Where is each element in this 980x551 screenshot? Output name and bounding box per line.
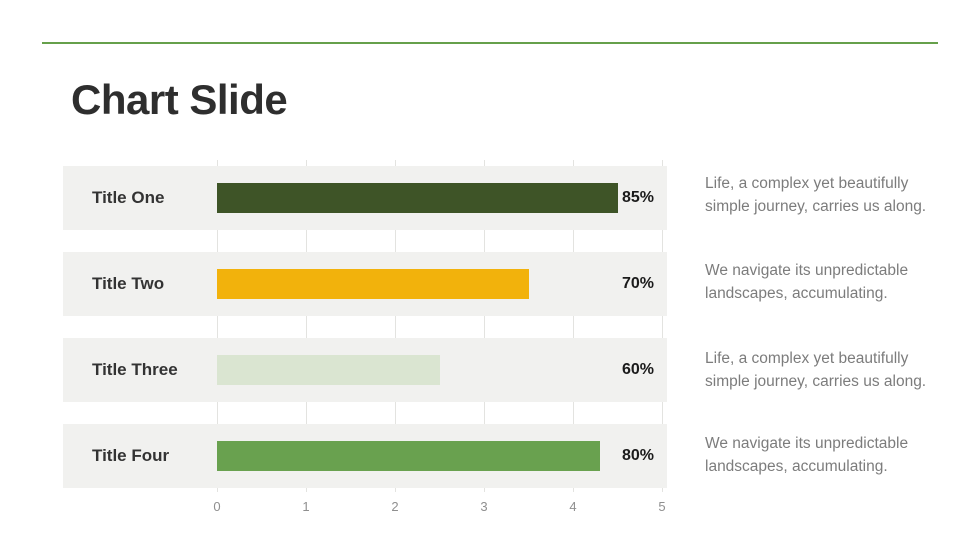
gridline-2	[395, 160, 396, 492]
bar-title-three	[217, 355, 440, 385]
chart-row-title-two: Title Two 70%	[63, 252, 667, 316]
bar-title-two	[217, 269, 529, 299]
axis-tick-label: 0	[213, 499, 221, 514]
axis-tick-label: 1	[302, 499, 310, 514]
gridline-3	[484, 160, 485, 492]
axis-tick-label: 5	[658, 499, 666, 514]
row-label: Title Two	[92, 274, 165, 293]
chart-row-title-one: Title One 85%	[63, 166, 667, 230]
data-label: 70%	[621, 275, 654, 292]
bar-track	[217, 183, 662, 213]
bar-track	[217, 269, 662, 299]
data-label: 80%	[621, 447, 654, 464]
gridline-5	[662, 160, 663, 492]
bar-title-four	[217, 441, 600, 471]
row-description: We navigate its unpredictable landscapes…	[705, 435, 909, 475]
row-label: Title Three	[92, 360, 178, 379]
gridline-1	[306, 160, 307, 492]
data-label: 85%	[621, 189, 654, 206]
bar-title-one	[217, 183, 618, 213]
row-description: We navigate its unpredictable landscapes…	[705, 262, 909, 302]
chart-row-title-three: Title Three 60%	[63, 338, 667, 402]
slide-title: Chart Slide	[71, 76, 288, 123]
bar-track	[217, 355, 662, 385]
axis-tick-label: 3	[480, 499, 488, 514]
gridline-4	[573, 160, 574, 492]
gridline-0	[217, 160, 218, 492]
row-label: Title One	[92, 188, 165, 207]
axis-tick-label: 4	[569, 499, 577, 514]
bar-track	[217, 441, 662, 471]
row-label: Title Four	[92, 446, 170, 465]
data-label: 60%	[621, 361, 654, 378]
top-accent-rule	[42, 42, 938, 44]
axis-tick-label: 2	[391, 499, 399, 514]
chart-row-title-four: Title Four 80%	[63, 424, 667, 488]
row-description: Life, a complex yet beautifully simple j…	[705, 350, 927, 390]
row-description: Life, a complex yet beautifully simple j…	[705, 175, 927, 215]
